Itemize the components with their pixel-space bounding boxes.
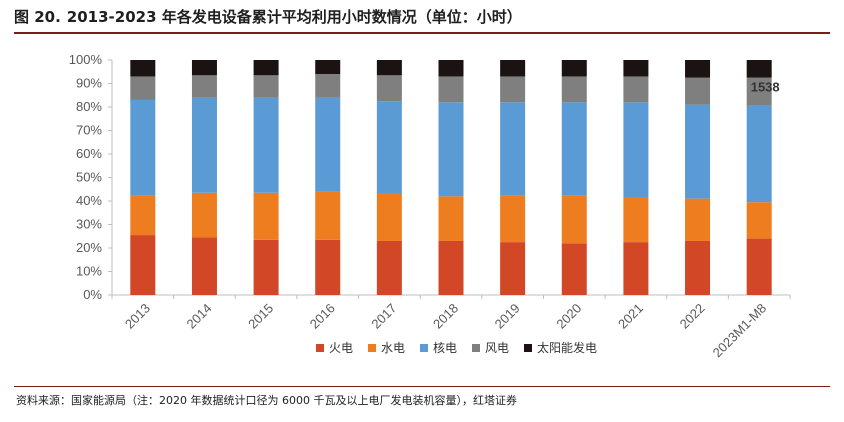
bar-segment [253,192,279,240]
legend-swatch [420,344,428,352]
legend-swatch [524,344,532,352]
bar-segment [623,242,649,295]
x-tick-label: 2018 [430,301,461,332]
legend-swatch [472,344,480,352]
y-tick-label: 60% [76,146,102,161]
legend-label: 核电 [433,341,457,355]
bar-segment [130,195,156,236]
bar-segment [191,192,217,238]
y-tick-label: 70% [76,123,102,138]
bar-segment [315,191,341,240]
bar-segment [623,197,649,243]
bar-segment [746,238,772,295]
bar-segment [191,237,217,295]
bar-segment [191,97,217,193]
bar-segment [438,60,464,77]
y-tick-label: 80% [76,99,102,114]
bar-segment [191,75,217,98]
figure-title-text: 2013-2023 年各发电设备累计平均利用小时数情况（单位：小时） [66,8,522,26]
bar-segment [376,240,402,295]
bar-segment [685,104,711,199]
title-rule [14,32,830,34]
bar-segment [376,101,402,194]
bar-segment [623,76,649,103]
bar-segment [130,60,156,77]
bar-segment [623,102,649,198]
bar-segment [130,76,156,100]
x-tick-label: 2015 [245,301,276,332]
bar-segment [253,97,279,193]
bar-segment [561,102,587,196]
bar-segment [438,240,464,295]
y-tick-label: 30% [76,217,102,232]
x-tick-label: 2022 [677,301,708,332]
bar-segment [315,239,341,295]
x-tick-label: 2023M1-M8 [710,301,770,361]
bar-segment [500,102,526,196]
legend-label: 太阳能发电 [537,340,597,355]
bar-segment [253,75,279,98]
y-tick-label: 50% [76,170,102,185]
y-tick-label: 90% [76,76,102,91]
x-tick-label: 2020 [553,301,584,332]
y-tick-label: 40% [76,193,102,208]
legend-swatch [316,344,324,352]
bar-segment [438,102,464,197]
bar-segment [500,242,526,295]
bar-segment [315,74,341,98]
bar-segment [315,97,341,192]
bar-segment [376,193,402,241]
bar-segment [685,240,711,295]
bar-annotation: 1538 [751,80,780,95]
bar-segment [130,99,156,196]
bar-segment [623,60,649,77]
x-tick-label: 2013 [122,301,153,332]
bar-segment [438,76,464,103]
x-tick-label: 2017 [368,301,399,332]
bar-segment [746,105,772,203]
bar-segment [500,195,526,243]
legend-label: 风电 [485,341,509,355]
bar-segment [376,60,402,76]
bar-segment [746,60,772,78]
bar-segment [561,76,587,103]
bar-segment [253,239,279,295]
x-tick-label: 2021 [615,301,646,332]
bar-segment [500,60,526,77]
bar-segment [685,77,711,105]
legend-swatch [368,344,376,352]
x-tick-label: 2019 [492,301,523,332]
bar-segment [685,60,711,78]
bar-segment [376,75,402,102]
bar-segment [438,196,464,241]
bar-segment [191,60,217,76]
bar-segment [746,77,772,106]
bar-segment [315,60,341,75]
x-tick-label: 2014 [184,301,215,332]
bar-segment [561,195,587,244]
bar-segment [746,202,772,239]
bar-segment [500,76,526,103]
source-note: 资料来源：国家能源局（注：2020 年数据统计口径为 6000 千瓦及以上电厂发… [16,394,517,407]
bar-segment [253,60,279,76]
legend-label: 火电 [329,341,353,355]
source-rule [14,386,830,387]
y-tick-label: 100% [69,52,103,67]
y-tick-label: 20% [76,240,102,255]
bar-segment [561,243,587,295]
x-tick-label: 2016 [307,301,338,332]
stacked-bar-chart: 0% 10% 20% 30% 40% 50% 60% 70% 80% 90% 100% 2013 201… [69,52,791,361]
bar-segment [130,235,156,295]
bar-segment [561,60,587,77]
figure-number: 图 20. [14,8,61,26]
y-tick-label: 0% [83,287,102,302]
y-tick-label: 10% [76,264,102,279]
figure-title: 图 20. 2013-2023 年各发电设备累计平均利用小时数情况（单位：小时） [14,6,830,34]
bar-segment [685,198,711,241]
legend-label: 水电 [381,341,405,355]
